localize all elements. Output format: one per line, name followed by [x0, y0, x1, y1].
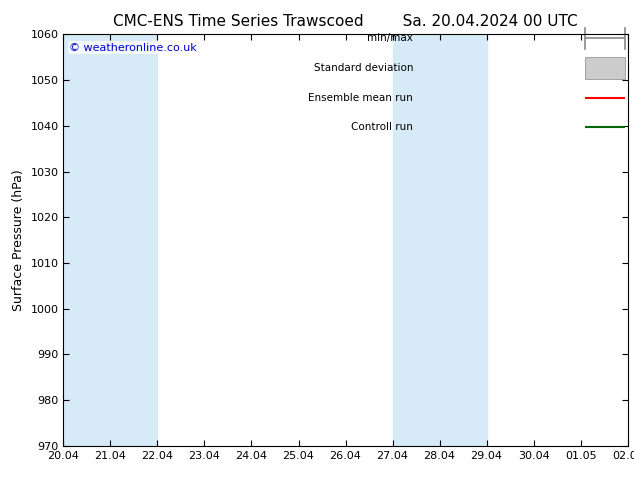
Bar — [392, 34, 486, 446]
Text: Standard deviation: Standard deviation — [314, 63, 413, 73]
Title: CMC-ENS Time Series Trawscoed        Sa. 20.04.2024 00 UTC: CMC-ENS Time Series Trawscoed Sa. 20.04.… — [113, 14, 578, 29]
Text: Controll run: Controll run — [351, 122, 413, 132]
Text: min/max: min/max — [367, 33, 413, 44]
Text: Ensemble mean run: Ensemble mean run — [309, 93, 413, 103]
Bar — [63, 34, 157, 446]
Bar — [585, 57, 625, 79]
Y-axis label: Surface Pressure (hPa): Surface Pressure (hPa) — [12, 169, 25, 311]
Text: © weatheronline.co.uk: © weatheronline.co.uk — [69, 43, 197, 52]
